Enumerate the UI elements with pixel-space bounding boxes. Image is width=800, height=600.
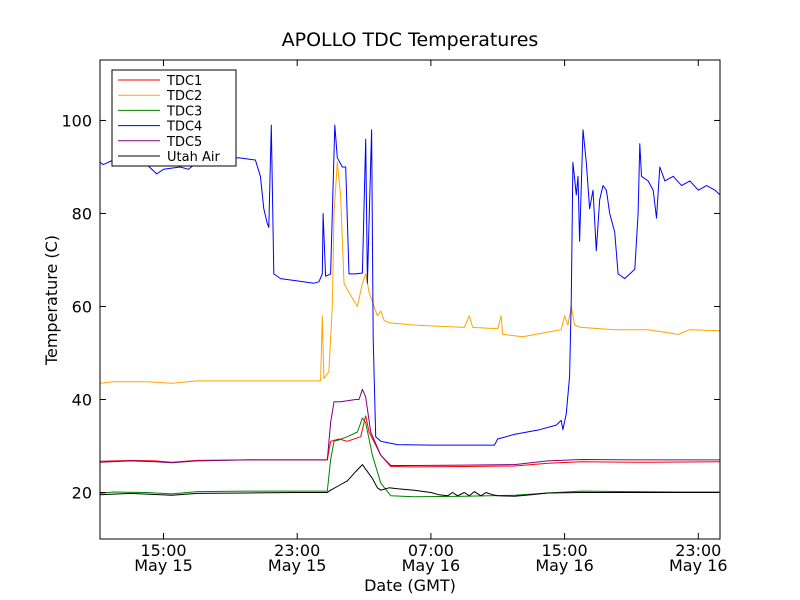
y-tick-label: 100 [61, 111, 92, 130]
x-tick-label-date: May 15 [268, 556, 327, 575]
legend-label: TDC4 [166, 120, 202, 135]
plot-frame [99, 59, 721, 540]
legend-box [111, 69, 237, 167]
y-axis-label: Temperature (C) [42, 235, 61, 366]
legend-label: TDC1 [166, 74, 202, 89]
series-line-utah-air [99, 464, 720, 497]
x-tick-label-date: May 16 [402, 556, 461, 575]
chart-title: APOLLO TDC Temperatures [282, 29, 539, 51]
x-tick-label-time: 07:00 [408, 541, 454, 560]
x-tick-label-time: 23:00 [274, 541, 320, 560]
series-line-tdc2 [99, 161, 721, 384]
series-layer [99, 124, 721, 498]
legend-label: TDC5 [166, 135, 202, 150]
x-tick-label-date: May 16 [535, 556, 594, 575]
series-line-tdc4 [99, 124, 721, 446]
x-tick-label-time: 15:00 [140, 541, 186, 560]
legend-label: Utah Air [167, 150, 220, 165]
y-tick-label: 20 [72, 483, 92, 502]
x-tick-label-time: 23:00 [675, 541, 721, 560]
x-tick-label-time: 15:00 [542, 541, 588, 560]
legend-label: TDC3 [166, 104, 202, 119]
y-tick-label: 80 [72, 204, 92, 223]
y-tick-label: 60 [72, 297, 92, 316]
y-tick-label: 40 [72, 390, 92, 409]
x-tick-label-date: May 16 [669, 556, 728, 575]
series-line-tdc5 [99, 388, 720, 466]
legend-label: TDC2 [166, 89, 202, 104]
x-tick-label-date: May 15 [134, 556, 193, 575]
x-axis-label: Date (GMT) [364, 576, 456, 595]
